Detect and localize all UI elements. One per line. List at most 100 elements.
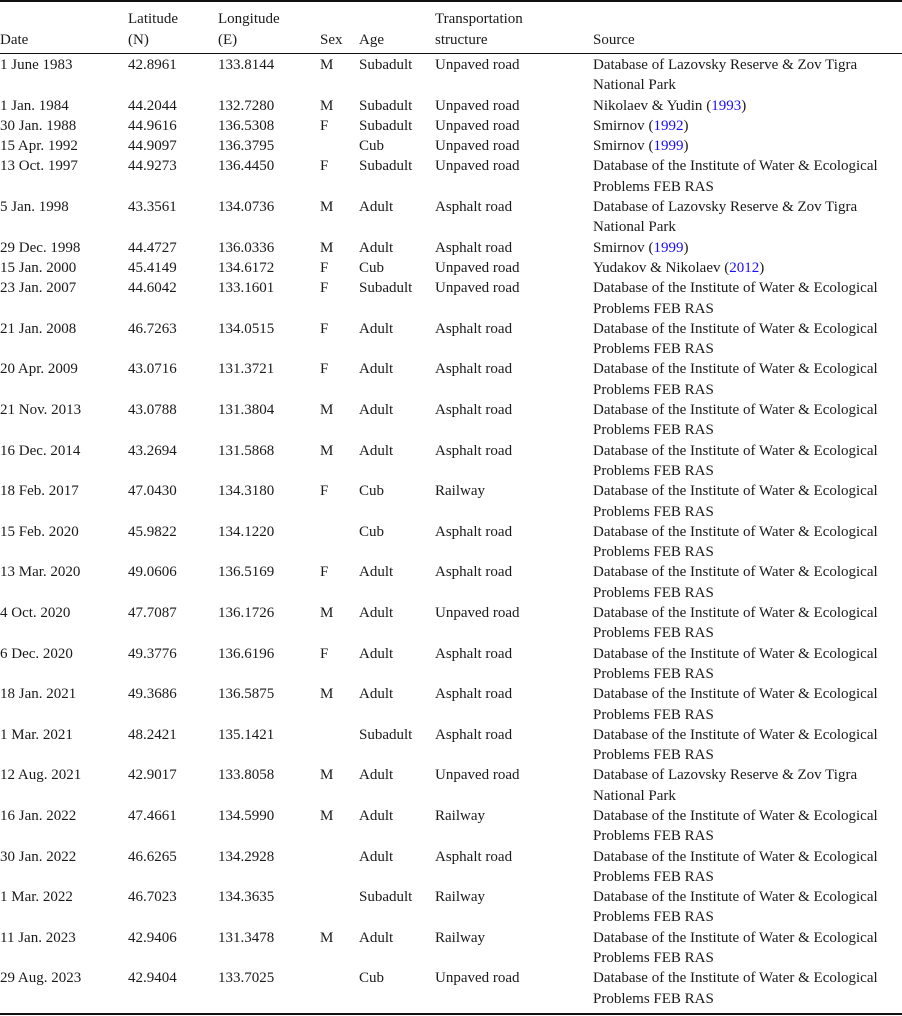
- source-cell: Database of the Institute of Water & Eco…: [593, 725, 902, 766]
- table-row: 1 Mar. 2022 46.7023 134.3635 Subadult Railwa…: [0, 887, 902, 928]
- transport-cell: Asphalt road: [435, 239, 513, 256]
- citation-link[interactable]: 1999: [653, 138, 684, 155]
- header-source: Source: [593, 31, 635, 48]
- transport-cell: Unpaved road: [435, 970, 520, 987]
- longitude-cell: 136.5875: [218, 686, 275, 703]
- longitude-cell: 134.5990: [218, 807, 275, 824]
- longitude-cell: 133.8144: [218, 57, 275, 73]
- date-cell: 15 Feb. 2020: [0, 523, 79, 540]
- transport-cell: Unpaved road: [435, 767, 520, 784]
- latitude-cell: 46.7263: [128, 320, 177, 337]
- transport-cell: Asphalt road: [435, 361, 513, 378]
- header-age: Age: [359, 31, 384, 48]
- longitude-cell: 134.1220: [218, 523, 275, 540]
- source-text: Database of Lazovsky Reserve & Zov Tigra…: [593, 767, 858, 804]
- latitude-cell: 44.2044: [128, 97, 177, 114]
- table-bottom-rule: [0, 1013, 902, 1015]
- table-row: 29 Aug. 2023 42.9404 133.7025 Cub Unpaved ro…: [0, 968, 902, 1009]
- latitude-cell: 46.6265: [128, 848, 177, 865]
- source-text: Database of the Institute of Water & Eco…: [593, 726, 878, 764]
- sex-cell: M: [320, 199, 334, 216]
- longitude-cell: 134.3180: [218, 483, 275, 500]
- table-row: 15 Feb. 2020 45.9822 134.1220 Cub Asphalt ro…: [0, 522, 902, 563]
- table-row: 1 June 1983 42.8961 133.8144 M Subadult Unpav…: [0, 55, 902, 96]
- sex-cell: M: [320, 442, 334, 459]
- date-cell: 6 Dec. 2020: [0, 645, 73, 662]
- source-text: Database of Lazovsky Reserve & Zov Tigra…: [593, 57, 858, 94]
- source-cell: Database of the Institute of Water & Eco…: [593, 644, 902, 685]
- source-cell: Database of the Institute of Water & Eco…: [593, 359, 902, 400]
- citation-link[interactable]: 1999: [653, 239, 684, 256]
- citation-link[interactable]: 1993: [711, 97, 742, 114]
- latitude-cell: 45.4149: [128, 259, 177, 276]
- age-cell: Cub: [359, 259, 385, 276]
- age-cell: Cub: [359, 970, 385, 987]
- date-cell: 1 June 1983: [0, 57, 73, 73]
- age-cell: Adult: [359, 361, 394, 378]
- citation-link[interactable]: 2012: [729, 259, 760, 276]
- latitude-cell: 42.9406: [128, 929, 177, 946]
- age-cell: Adult: [359, 848, 394, 865]
- source-text: Database of Lazovsky Reserve & Zov Tigra…: [593, 199, 858, 236]
- source-text: Database of the Institute of Water & Eco…: [593, 605, 878, 642]
- age-cell: Adult: [359, 402, 394, 419]
- longitude-cell: 131.3478: [218, 929, 275, 946]
- latitude-cell: 43.2694: [128, 442, 177, 459]
- source-cell: Smirnov (1992): [593, 117, 689, 134]
- transport-cell: Asphalt road: [435, 442, 513, 459]
- latitude-cell: 48.2421: [128, 726, 177, 743]
- longitude-cell: 136.6196: [218, 645, 275, 662]
- transport-cell: Railway: [435, 889, 485, 906]
- source-text: Database of the Institute of Water & Eco…: [593, 361, 878, 398]
- source-text: Database of the Institute of Water & Eco…: [593, 483, 878, 520]
- date-cell: 4 Oct. 2020: [0, 605, 71, 622]
- source-cell: Database of Lazovsky Reserve & Zov Tigra…: [593, 197, 902, 238]
- longitude-cell: 131.3804: [218, 402, 275, 419]
- source-text: Database of the Institute of Water & Eco…: [593, 889, 878, 926]
- transport-cell: Asphalt road: [435, 848, 513, 865]
- longitude-cell: 136.5169: [218, 564, 275, 581]
- table-row: 15 Jan. 2000 45.4149 134.6172 F Cub Unpaved r…: [0, 258, 902, 278]
- sex-cell: M: [320, 686, 334, 703]
- sex-cell: M: [320, 402, 334, 419]
- transport-cell: Railway: [435, 483, 485, 500]
- age-cell: Subadult: [359, 889, 413, 906]
- date-cell: 30 Jan. 2022: [0, 848, 77, 865]
- table-row: 30 Jan. 2022 46.6265 134.2928 Adult Asphalt …: [0, 847, 902, 888]
- source-cell: Database of the Institute of Water & Eco…: [593, 441, 902, 482]
- source-cell: Database of the Institute of Water & Eco…: [593, 928, 902, 969]
- date-cell: 13 Mar. 2020: [0, 564, 81, 581]
- source-text: Database of the Institute of Water & Eco…: [593, 402, 878, 439]
- transport-cell: Asphalt road: [435, 726, 513, 743]
- sex-cell: M: [320, 57, 334, 73]
- latitude-cell: 43.0788: [128, 402, 177, 419]
- source-cell: Database of the Institute of Water & Eco…: [593, 684, 902, 725]
- source-cell: Database of the Institute of Water & Eco…: [593, 603, 902, 644]
- sex-cell: F: [320, 259, 329, 276]
- sex-cell: M: [320, 97, 334, 114]
- age-cell: Adult: [359, 929, 394, 946]
- table-row: 5 Jan. 1998 43.3561 134.0736 M Adult Asphalt …: [0, 197, 902, 238]
- transport-cell: Asphalt road: [435, 686, 513, 703]
- date-cell: 29 Dec. 1998: [0, 239, 81, 256]
- source-text: Smirnov: [593, 117, 645, 134]
- table-row: 11 Jan. 2023 42.9406 131.3478 M Adult Railway…: [0, 928, 902, 969]
- longitude-cell: 134.0515: [218, 320, 275, 337]
- sex-cell: F: [320, 645, 329, 662]
- age-cell: Subadult: [359, 158, 413, 175]
- table-header-rule: [0, 53, 902, 54]
- table-row: 12 Aug. 2021 42.9017 133.8058 M Adult Unpaved…: [0, 765, 902, 806]
- age-cell: Adult: [359, 605, 394, 622]
- transport-cell: Unpaved road: [435, 138, 520, 155]
- table-header: Date Latitude (N) Longitude (E) Sex Age …: [0, 8, 902, 50]
- citation-link[interactable]: 1992: [653, 117, 684, 134]
- table-row: 13 Mar. 2020 49.0606 136.5169 F Adult Asphalt…: [0, 562, 902, 603]
- latitude-cell: 46.7023: [128, 889, 177, 906]
- transport-cell: Unpaved road: [435, 57, 520, 73]
- source-text: Database of the Institute of Water & Eco…: [593, 442, 878, 479]
- source-text: Smirnov: [593, 239, 645, 256]
- table-row: 13 Oct. 1997 44.9273 136.4450 F Subadult Unpa…: [0, 156, 902, 197]
- sex-cell: F: [320, 320, 329, 337]
- table-row: 4 Oct. 2020 47.7087 136.1726 M Adult Unpaved …: [0, 603, 902, 644]
- table-row: 29 Dec. 1998 44.4727 136.0336 M Adult Asphalt…: [0, 238, 902, 258]
